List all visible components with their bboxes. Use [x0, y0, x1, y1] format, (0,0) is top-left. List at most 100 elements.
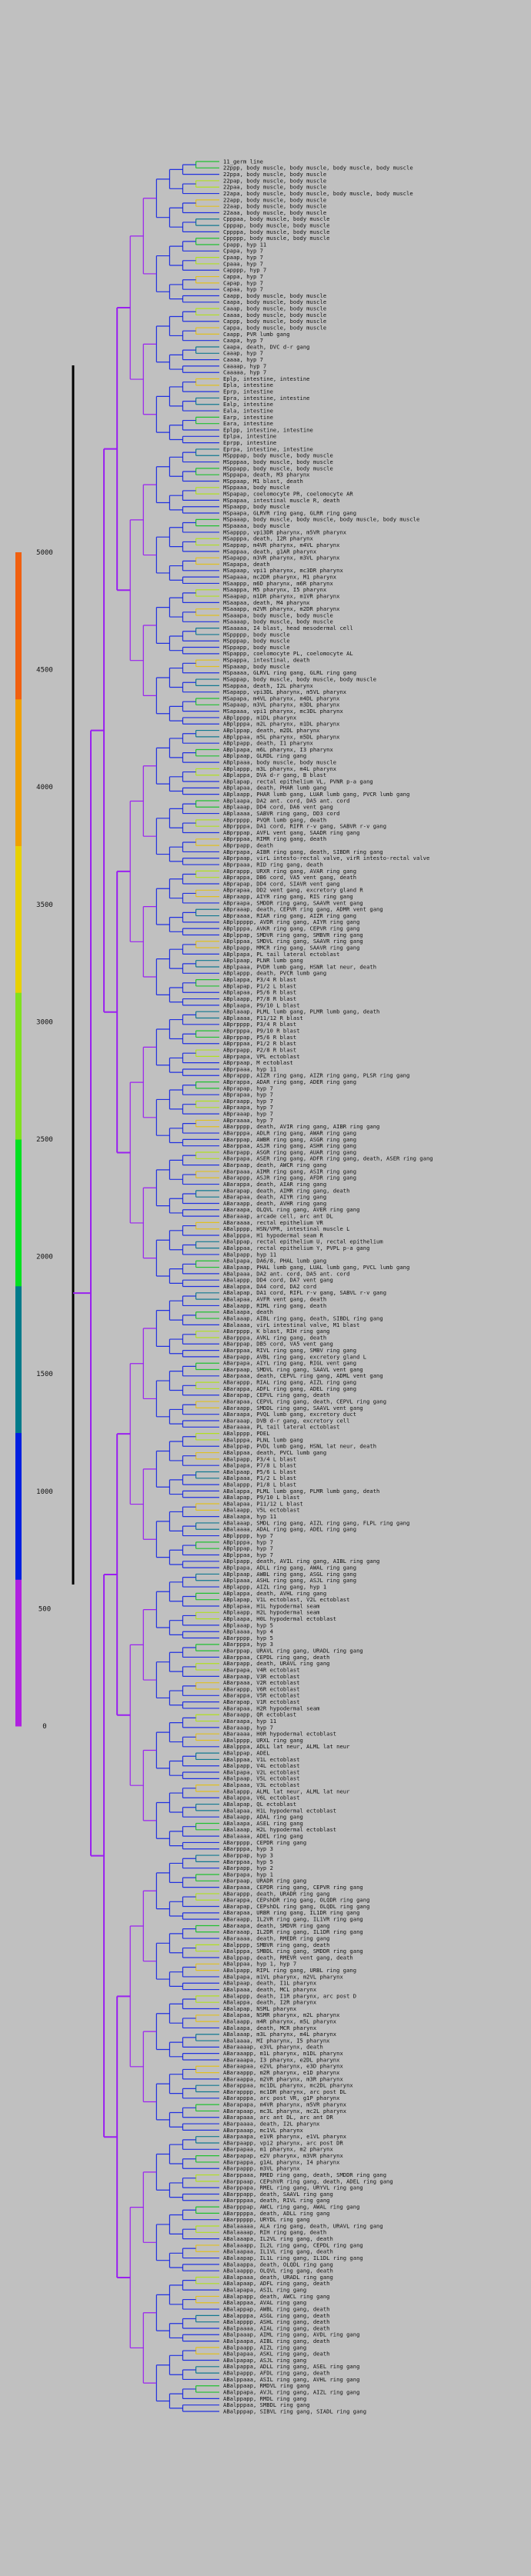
leaf-label: ABalppap, ADEL	[223, 1750, 270, 1757]
leaf-label: ABplappa, death, AVHL ring gang	[223, 1590, 326, 1597]
leaf-label: MSaapaa, death, M4 pharynx	[223, 599, 310, 606]
leaf-label: ABalaaaa, ADEL ring gang	[223, 1833, 303, 1840]
leaf-label: ABarppapa, RMEL ring gang, URYVL ring ga…	[223, 2184, 363, 2191]
color-scale-tick-label: 2500	[36, 1136, 53, 1144]
leaf-label: MSppaap, M1 blast, death	[223, 478, 303, 485]
leaf-label: ABplaapp, PHAR lumb gang, LUAR lumb gang…	[223, 791, 409, 798]
leaf-label: MSpaaap, body muscle	[223, 663, 290, 670]
leaf-label: ABplppppp, AVDR ring gang, AIYR ring gan…	[223, 918, 359, 925]
leaf-label: ABarppap, hyp 3	[223, 1851, 273, 1858]
leaf-label: Caapa, body muscle, body muscle	[223, 298, 326, 305]
leaf-label: ABpraaaa, RIAR ring gang, AIZR ring gang	[223, 912, 356, 919]
leaf-label: ABalaaap, H2L hypodermal ectoblast	[223, 1826, 336, 1833]
leaf-label: 22pap, body muscle, body muscle	[223, 177, 326, 184]
leaf-label: MSpaapp, body muscle	[223, 503, 290, 510]
leaf-label: ABarpppp, death, AVIR ring gang, AIBR ri…	[223, 1123, 379, 1130]
leaf-label: ABalaapp, m4R pharynx, m5L pharynx	[223, 2018, 337, 2025]
leaf-label: Cpaap, hyp 7	[223, 254, 263, 261]
leaf-label: ABplapaa, H1L hypodermal seam	[223, 1602, 320, 1609]
leaf-label: ABalpaaap, AIML ring gang, AVDL ring gan…	[223, 2331, 359, 2338]
leaf-label: ABalpappa, ADLL ring gang, ASEL ring gan…	[223, 2363, 359, 2370]
leaf-label: ABaraapp, SMDDL ring gang, SAAVL vent ga…	[223, 1405, 363, 1411]
leaf-label: ABprapap, DD4 cord, SIAVR vent gang	[223, 880, 339, 887]
leaf-label: ABalapaaa, death, URADL ring gang	[223, 2274, 333, 2281]
leaf-label: ABalpppaa, SMBDL ring gang	[223, 2401, 310, 2408]
leaf-label: ABaraaapp, m1L pharynx, m1DL pharynx	[223, 2050, 343, 2057]
leaf-label: 11_germ line	[223, 158, 263, 165]
leaf-label: ABarapap, CEPVL ring gang, death	[223, 1391, 329, 1398]
leaf-label: ABarpppap, AWCL ring gang, AWAL ring gan…	[223, 2203, 359, 2210]
leaf-label: ABarppppa, death, ADLL ring gang	[223, 2210, 329, 2217]
leaf-label: ABalappp, DD4 cord, DA7 vent gang	[223, 1277, 333, 1284]
leaf-label: ABalapaa, P11/12 L blast	[223, 1500, 303, 1507]
leaf-label: ABalapaap, ADFL ring gang, death	[223, 2280, 329, 2287]
leaf-label: ABalappa, death, I2R pharynx	[223, 1999, 317, 2006]
leaf-label: MSpappa, intestinal, death	[223, 657, 310, 664]
leaf-label: 22aaa, body muscle, body muscle	[223, 209, 326, 216]
leaf-label: ABalppaa, rectal epithelium Y, PVPL p-a …	[223, 1245, 369, 1251]
leaf-label: MSapppp, vpi3DR pharynx, m5VR pharynx	[223, 528, 347, 535]
leaf-label: ABprpapp, P2/8 R blast	[223, 1046, 296, 1053]
leaf-label: ABplapaa, P5/6 R blast	[223, 989, 296, 996]
leaf-label: ABalappa, V6L ectoblast	[223, 1795, 300, 1801]
leaf-label: ABarpppp, CEPDR ring gang	[223, 1839, 306, 1846]
leaf-label: ABalpppp, HSN/VPR, intestinal muscle L	[223, 1225, 349, 1232]
leaf-label: ABplappp, death, PVCR lumb gang	[223, 970, 326, 977]
leaf-label: Cppppa, body muscle, body muscle	[223, 228, 329, 235]
leaf-label: ABarappa, V5R ectoblast	[223, 1692, 300, 1699]
leaf-label: ABarpaaa, CEPDR ring gang, CEPVR ring ga…	[223, 1884, 363, 1891]
leaf-label: ABaraaaa, rectal epithelium VR	[223, 1219, 323, 1226]
leaf-label: ABplpaaa, PVDR lumb gang, HSNR lat neur,…	[223, 963, 376, 970]
leaf-label: ABalaaaa, virL intestinal valve, M1 blas…	[223, 1321, 359, 1328]
leaf-label: ABplapaa, death, PHAR lumb gang	[223, 785, 326, 791]
leaf-label: ABalaaaap, RIH ring gang, death	[223, 2229, 326, 2236]
leaf-label: Capap, hyp 7	[223, 279, 263, 286]
leaf-label: ABarapapa, m4VR pharynx, m5VR pharynx	[223, 2101, 347, 2108]
leaf-label: ABarpaaa, AIMR ring gang, ASIR ring gang	[223, 1168, 356, 1175]
color-scale-tick-label: 3000	[36, 1018, 53, 1026]
leaf-label: ABalaappp, OLQVL ring gang, death	[223, 2268, 333, 2274]
leaf-label: ABplappp, m3L pharynx, m4L pharynx	[223, 765, 337, 772]
leaf-label: ABalapppa, ASGL ring gang, death	[223, 2312, 329, 2319]
leaf-label: ABprpppa, DA1 cord, RIFR r-v gang, SABVR…	[223, 823, 386, 830]
leaf-label: ABplpapa, ADLL ring gang, AWAL ring gang	[223, 1565, 356, 1571]
leaf-label: ABprapap, hyp 7	[223, 1085, 273, 1091]
leaf-label: ABprpaap, M ectoblast	[223, 1059, 293, 1066]
leaf-label: ABalpapp, RIPL ring gang, URBL ring gang	[223, 1967, 356, 1974]
leaf-label: ABpraapp, hyp 7	[223, 1098, 273, 1105]
leaf-label: MSappap, body muscle, body muscle, body …	[223, 675, 376, 682]
leaf-label: MSpapap, coelomocyte PR, coelomocyte AR	[223, 491, 353, 498]
leaf-label: ABalppap, PVDL lumb gang, HSNL lat neur,…	[223, 1443, 376, 1450]
leaf-label: ABprpaaa, RID ring gang, death	[223, 861, 323, 868]
leaf-label: ABalaaap, SMDL ring gang, AIZL ring gang…	[223, 1519, 409, 1526]
leaf-label: MSaaapa, body muscle, body muscle	[223, 612, 333, 618]
leaf-label: MSapaaa, vpi1 pharynx, mc3DL pharynx	[223, 708, 343, 715]
leaf-label: ABplppap, hyp 7	[223, 1545, 273, 1552]
leaf-label: Caaaa, hyp 7	[223, 356, 263, 363]
leaf-label: ABarpaaaa, death, I2L pharynx	[223, 2120, 320, 2127]
leaf-label: ABalappp, death, I1R pharynx, arc post D	[223, 1992, 356, 1999]
leaf-label: ABarappa, ADFL ring gang, ADEL ring gang	[223, 1385, 356, 1392]
leaf-label: MSpaaap, body muscle, body muscle, body …	[223, 516, 419, 523]
leaf-label: MSppapa, death, M3 pharynx	[223, 472, 310, 478]
leaf-label: MSapppa, death, I2R pharynx	[223, 535, 314, 542]
leaf-label: ABplppap, SMDVR ring gang, SMBVR ring ga…	[223, 931, 363, 938]
leaf-label: ABalpppa, PLNL lumb gang	[223, 1436, 303, 1443]
leaf-label: ABarpapp, death, URAVL ring gang	[223, 1660, 329, 1667]
color-scale-segment	[15, 1285, 22, 1433]
leaf-label: ABarppaa, ASJR ring gang, ASHR ring gang	[223, 1142, 356, 1149]
leaf-label: ABplpaap, GLRDL ring gang	[223, 752, 306, 759]
leaf-label: ABaraaaap, e3VL pharynx, death	[223, 2044, 323, 2051]
leaf-label: ABprapaa, DD2 vent gang, excretory gland…	[223, 887, 363, 894]
leaf-label: Caaaap, hyp 7	[223, 362, 266, 369]
leaf-label: ABplppaa, m5L pharynx, m5DL pharynx	[223, 733, 340, 740]
leaf-label: ABarpppp, K blast, RIH ring gang	[223, 1328, 329, 1335]
leaf-label: MSaaaap, body muscle, body muscle	[223, 618, 333, 625]
leaf-label: ABarpaap, V3R ectoblast	[223, 1673, 300, 1680]
leaf-label: MSapapa, m4VL pharynx, m4DL pharynx	[223, 695, 340, 701]
leaf-label: ABarpapa, ASER ring gang, ADFR ring gang…	[223, 1155, 433, 1162]
color-scale-tick-label: 2000	[36, 1254, 53, 1261]
leaf-label: ABaraaap, DVB d-r gang, excretory cell	[223, 1417, 349, 1424]
